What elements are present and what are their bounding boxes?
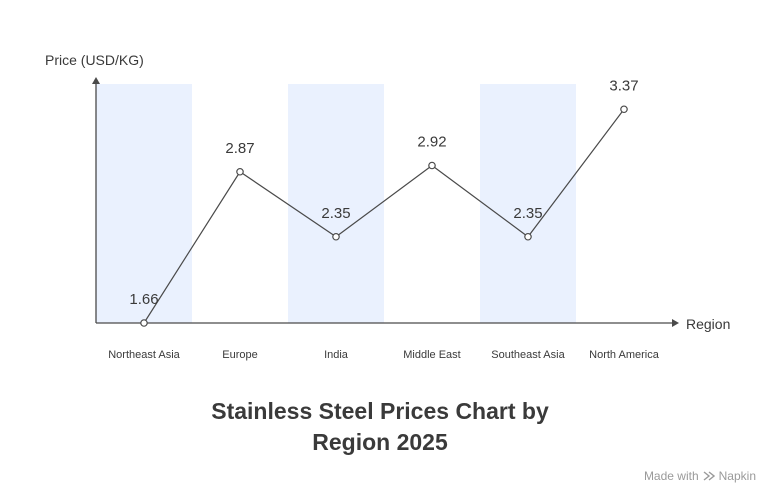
data-point xyxy=(620,105,628,114)
axes xyxy=(92,77,679,327)
data-point xyxy=(524,232,532,241)
data-point xyxy=(428,161,436,170)
chart-title: Stainless Steel Prices Chart by Region 2… xyxy=(0,396,760,458)
data-point xyxy=(236,167,244,176)
data-label: 2.35 xyxy=(321,205,350,222)
category-bands xyxy=(96,84,576,323)
made-with-text: Made with xyxy=(643,469,699,483)
napkin-brand-text: Napkin xyxy=(718,469,756,483)
data-point xyxy=(140,319,148,327)
data-point xyxy=(332,232,340,241)
napkin-logo-icon xyxy=(703,471,715,481)
category-band xyxy=(480,84,576,323)
x-tick-labels: Northeast Asia Europe India Middle East Sout… xyxy=(108,349,659,361)
x-axis-label: Region xyxy=(686,316,730,332)
y-axis-arrow xyxy=(92,77,100,84)
x-tick-label: India xyxy=(324,349,349,361)
x-tick-label: Southeast Asia xyxy=(491,349,565,361)
x-tick-label: Northeast Asia xyxy=(108,349,180,361)
data-labels: 1.66 2.87 2.35 2.92 2.35 3.37 xyxy=(129,77,638,308)
data-points xyxy=(140,105,628,327)
x-tick-label: Middle East xyxy=(403,349,460,361)
series-line xyxy=(143,108,625,324)
data-label: 2.92 xyxy=(417,134,446,151)
data-label: 2.35 xyxy=(513,205,542,222)
x-axis-arrow xyxy=(672,319,679,327)
data-label: 1.66 xyxy=(129,291,158,308)
y-axis-label: Price (USD/KG) xyxy=(45,52,144,68)
category-band xyxy=(288,84,384,323)
chart-title-line-2: Region 2025 xyxy=(312,429,448,455)
chart-title-line-1: Stainless Steel Prices Chart by xyxy=(211,398,549,424)
line-chart: Price (USD/KG) Region 1.66 2.87 2.35 2.92 2.… xyxy=(45,52,730,361)
data-label: 3.37 xyxy=(609,77,638,94)
x-tick-label: North America xyxy=(589,349,660,361)
data-label: 2.87 xyxy=(225,140,254,157)
made-with-credit: Made with Napkin xyxy=(644,469,756,483)
category-band xyxy=(96,84,192,323)
x-tick-label: Europe xyxy=(222,349,257,361)
